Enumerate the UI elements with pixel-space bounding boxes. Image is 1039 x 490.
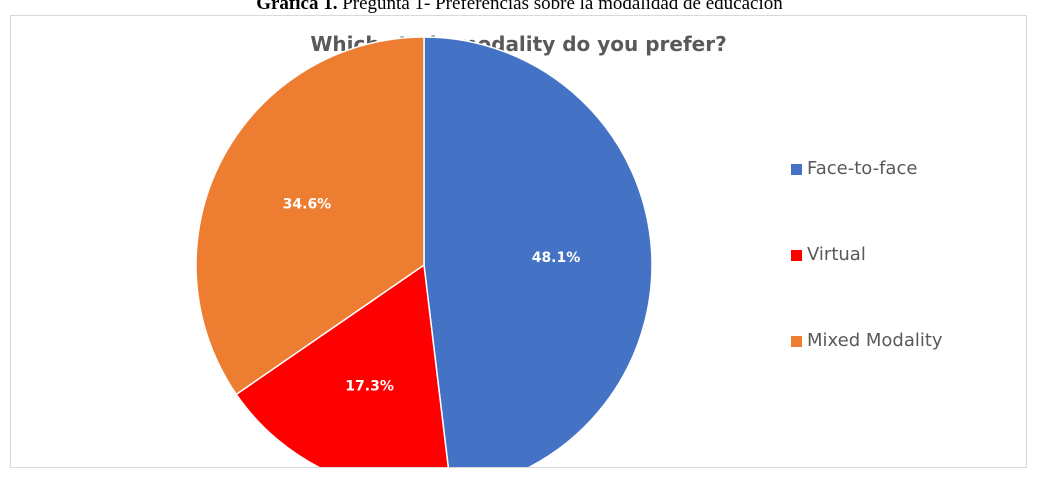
pie-chart: 48.1% 17.3% 34.6% xyxy=(195,36,653,467)
data-label-virtual: 17.3% xyxy=(345,379,394,395)
legend-label-virtual: Virtual xyxy=(807,244,866,265)
figure-caption-text: Pregunta 1- Preferencias sobre la modali… xyxy=(337,0,783,14)
legend-label-face-to-face: Face-to-face xyxy=(807,158,918,179)
figure-caption-label: Gráfica 1. xyxy=(256,0,338,14)
pie-slice-face-to-face xyxy=(423,36,653,467)
legend-swatch-mixed-modality xyxy=(791,336,802,347)
legend-label-mixed-modality: Mixed Modality xyxy=(807,330,943,351)
pie-slice-virtual xyxy=(235,263,449,467)
data-label-face-to-face: 48.1% xyxy=(532,250,581,266)
pie-slice-mixed-modality xyxy=(195,36,425,396)
figure-caption: Gráfica 1. Pregunta 1- Preferencias sobr… xyxy=(0,0,1039,15)
data-label-mixed-modality: 34.6% xyxy=(283,196,332,212)
legend-swatch-face-to-face xyxy=(791,164,802,175)
chart-area: Which study modality do you prefer? 48.1… xyxy=(10,15,1027,468)
legend-swatch-virtual xyxy=(791,250,802,261)
